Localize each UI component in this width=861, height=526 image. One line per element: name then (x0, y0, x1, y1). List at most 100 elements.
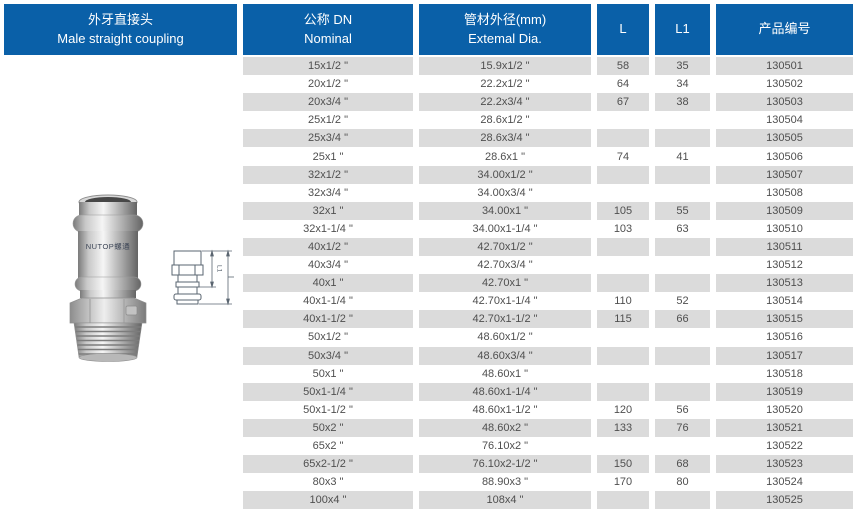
table-cell-r16-c2: 48.60x1/2 " (477, 331, 533, 344)
diagram-end (176, 299, 199, 305)
table-cell-r10-c3: 103 (613, 222, 633, 235)
table-cell-r9-c5: 130509 (716, 201, 853, 220)
table-cell-r7-c5: 130507 (716, 165, 853, 184)
table-cell-r8-c3 (597, 184, 649, 202)
table-cell-r25-c1: 100x4 " (243, 491, 413, 510)
table-cell-r13-c4 (655, 274, 710, 293)
table-cell-r6-c2: 28.6x1 " (485, 150, 525, 163)
table-cell-r17-c3 (597, 346, 649, 365)
hex-stamp (125, 305, 138, 316)
table-cell-r17-c4 (655, 346, 710, 365)
diagram-neck (177, 274, 198, 283)
diagram-hex (171, 264, 204, 276)
table-cell-r12-c1: 40x3/4 " (308, 259, 348, 272)
lower-neck (80, 290, 136, 298)
table-cell-r8-c1: 32x3/4 " (308, 186, 348, 199)
table-cell-r19-c2: 48.60x1-1/4 " (419, 382, 591, 401)
product-title-zh: 外牙直接头 (87, 11, 153, 27)
table-cell-r22-c2: 76.10x2 " (481, 440, 529, 453)
col-header-external-zh: 管材外径(mm) (463, 11, 547, 27)
table-cell-r20-c3: 120 (613, 403, 633, 416)
table-cell-r10-c4: 63 (676, 222, 689, 235)
lower-flare (74, 276, 142, 292)
table-cell-r22-c1: 65x2 " (312, 440, 344, 453)
product-title-header: 外牙直接头 Male straight coupling (4, 4, 237, 55)
table-cell-r11-c3 (597, 237, 649, 257)
table-cell-r16-c4 (655, 328, 710, 346)
table-cell-r21-c1: 50x2 " (243, 418, 413, 437)
table-cell-r24-c5: 130524 (766, 476, 803, 489)
table-cell-r6-c4: 41 (676, 150, 689, 163)
table-cell-r23-c2: 76.10x2-1/2 " (419, 455, 591, 474)
table-cell-r12-c3 (597, 256, 649, 274)
table-cell-r8-c5: 130508 (766, 186, 803, 199)
table-cell-r1-c5: 130501 (716, 57, 853, 76)
table-cell-r25-c2: 108x4 " (419, 491, 591, 510)
col-header-product-code: 产品编号 (716, 4, 853, 55)
brand-text: NUTOP螺通 (86, 241, 131, 251)
table-cell-r6-c1: 25x1 " (312, 150, 344, 163)
table-cell-r14-c2: 42.70x1-1/4 " (472, 295, 538, 308)
table-cell-r2-c2: 22.2x1/2 " (480, 78, 530, 91)
press-bulge (72, 214, 144, 233)
table-cell-r8-c2: 34.00x3/4 " (477, 186, 533, 199)
table-cell-r20-c2: 48.60x1-1/2 " (472, 403, 538, 416)
table-cell-r5-c2: 28.6x3/4 " (419, 129, 591, 148)
table-cell-r18-c2: 48.60x1 " (481, 367, 529, 380)
table-cell-r1-c1: 15x1/2 " (243, 57, 413, 76)
table-cell-r12-c4 (655, 256, 710, 274)
col-header-l: L (597, 4, 649, 55)
body-cylinder (78, 231, 138, 279)
table-cell-r22-c4 (655, 437, 710, 455)
table-cell-r21-c2: 48.60x2 " (419, 418, 591, 437)
table-cell-r24-c4: 80 (676, 476, 689, 489)
table-cell-r3-c5: 130503 (716, 93, 853, 112)
dimension-diagram: L1 (171, 249, 234, 306)
table-cell-r16-c3 (597, 328, 649, 346)
table-cell-r20-c5: 130520 (766, 403, 803, 416)
table-cell-r2-c5: 130502 (766, 78, 803, 91)
table-cell-r18-c4 (655, 365, 710, 383)
table-cell-r21-c3: 133 (597, 418, 649, 437)
table-cell-r22-c5: 130522 (766, 440, 803, 453)
table-cell-r22-c3 (597, 437, 649, 455)
table-cell-r14-c1: 40x1-1/4 " (303, 295, 353, 308)
table-cell-r14-c3: 110 (614, 295, 632, 308)
table-cell-r9-c2: 34.00x1 " (419, 201, 591, 220)
diagram-flange (173, 293, 202, 301)
table-cell-r12-c5: 130512 (766, 259, 803, 272)
table-body: 15x1/2 " 15.9x1/2 " 58 35 130501 20x1/2 " 22.2… (243, 57, 853, 510)
table-cell-r20-c1: 50x1-1/2 " (303, 403, 353, 416)
table-cell-r7-c3 (597, 165, 649, 184)
table-cell-r24-c3: 170 (613, 476, 633, 489)
socket-neck (79, 202, 137, 216)
table-cell-r2-c3: 64 (616, 78, 630, 91)
col-header-external-dia: 管材外径(mm) Extemal Dia. (419, 4, 591, 55)
table-cell-r7-c4 (655, 165, 710, 184)
product-title-en: Male straight coupling (57, 30, 184, 46)
col-header-nominal: 公称 DN Nominal (243, 4, 413, 55)
table-cell-r9-c3: 105 (597, 201, 649, 220)
table-cell-r3-c3: 67 (597, 93, 649, 112)
col-header-l1: L1 (655, 4, 710, 55)
thread-grooves (75, 326, 141, 355)
table-cell-r13-c2: 42.70x1 " (419, 274, 591, 293)
table-cell-r18-c3 (597, 365, 649, 383)
diagram-step (175, 281, 200, 288)
table-cell-r14-c5: 130514 (766, 295, 803, 308)
table-cell-r1-c3: 58 (597, 57, 649, 76)
table-cell-r13-c1: 40x1 " (243, 274, 413, 293)
table-cell-r3-c1: 20x3/4 " (243, 93, 413, 112)
table-cell-r21-c4: 76 (655, 418, 710, 437)
table-cell-r4-c4 (655, 111, 710, 129)
table-cell-r19-c3 (597, 382, 649, 401)
table-cell-r15-c4: 66 (655, 310, 710, 329)
diagram-l1-label: L1 (216, 265, 223, 273)
table-cell-r20-c4: 56 (676, 403, 689, 416)
diagram-tube (177, 286, 198, 295)
table-cell-r15-c2: 42.70x1-1/2 " (419, 310, 591, 329)
table-cell-r15-c1: 40x1-1/2 " (243, 310, 413, 329)
table-cell-r25-c3 (597, 491, 649, 510)
table-cell-r6-c3: 74 (616, 150, 630, 163)
